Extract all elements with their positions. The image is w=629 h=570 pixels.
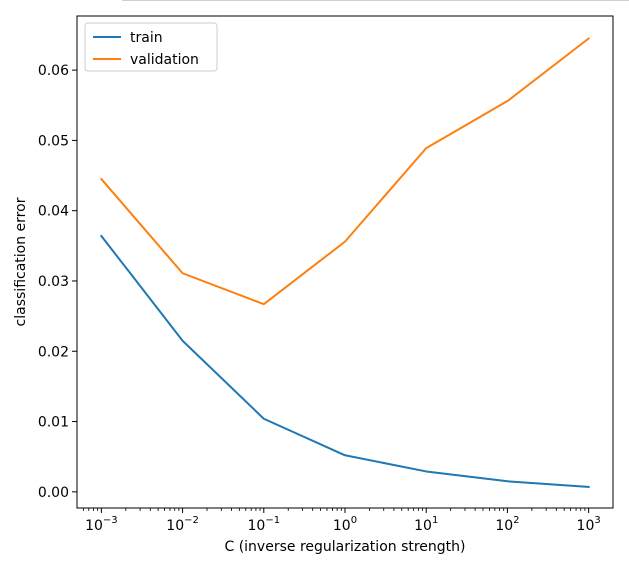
y-tick-label: 0.06 [38, 63, 69, 79]
y-tick-label: 0.02 [38, 344, 69, 360]
series-layer [99, 37, 591, 488]
x-tick-label: 10−2 [166, 515, 199, 534]
legend: train validation [84, 22, 218, 72]
y-tick-label: 0.00 [38, 485, 69, 501]
x-tick-label: 10−3 [85, 515, 118, 534]
y-tick-label: 0.01 [38, 415, 69, 431]
series-line-validation [99, 37, 591, 306]
series-line-train [99, 234, 590, 488]
legend-label-validation: validation [130, 52, 199, 68]
x-axis-label: C (inverse regularization strength) [224, 539, 465, 555]
legend-label-train: train [130, 30, 163, 46]
x-axis-ticks: 10−3 10−2 10−1 100 101 102 103 [82, 508, 601, 534]
x-tick-label: 10−1 [247, 515, 280, 534]
x-tick-label: 102 [495, 515, 519, 534]
x-tick-label: 101 [414, 515, 438, 534]
y-tick-label: 0.03 [38, 274, 69, 290]
plot-frame [76, 15, 614, 509]
x-tick-label: 103 [577, 515, 601, 534]
y-axis-label: classification error [13, 197, 29, 326]
top-edge-line [122, 0, 629, 1]
x-tick-label: 100 [333, 515, 357, 534]
y-tick-label: 0.04 [38, 204, 69, 220]
y-axis-ticks: 0.00 0.01 0.02 0.03 0.04 0.05 0.06 [38, 63, 77, 501]
y-tick-label: 0.05 [38, 133, 69, 149]
